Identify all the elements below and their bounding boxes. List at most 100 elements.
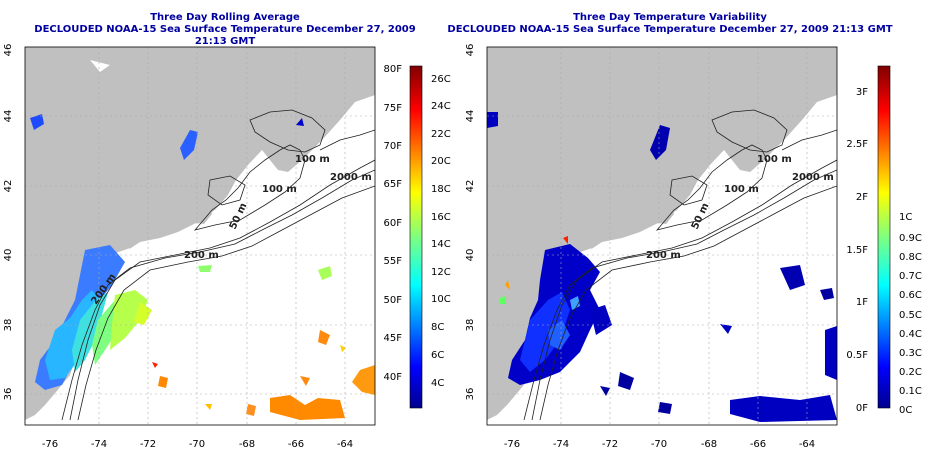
cb-c-label: 10C <box>431 294 451 305</box>
cb-f-label: 3F <box>856 87 868 98</box>
lat-tick: 38 <box>3 319 14 332</box>
contour-label-100m-b: 100 m <box>262 184 297 195</box>
cb-c-label: 26C <box>431 74 451 85</box>
cb-f-label: 60F <box>384 218 403 229</box>
left-sst-data <box>30 114 375 420</box>
left-map-panel: 100 m 100 m 2000 m 50 m 200 m 200 m -76 … <box>3 44 376 450</box>
left-bathymetry-contours <box>61 109 375 421</box>
lat-tick: 42 <box>465 180 476 193</box>
lon-tick: -66 <box>288 439 304 450</box>
lon-tick: -72 <box>602 439 618 450</box>
contour-label-100m-a: 100 m <box>757 154 792 165</box>
left-land-mainland <box>25 47 375 420</box>
cb-c-label: 6C <box>431 350 444 361</box>
cb-f-label: 2F <box>856 192 868 203</box>
cb-c-label: 12C <box>431 267 451 278</box>
cb-f-label: 40F <box>384 372 403 383</box>
left-lat-axis: 36 38 40 42 44 46 <box>3 44 14 401</box>
cb-c-label: 0.3C <box>899 348 922 359</box>
lat-tick: 46 <box>3 44 14 57</box>
right-title-line1: Three Day Temperature Variability <box>573 12 767 23</box>
lon-tick: -68 <box>701 439 717 450</box>
cb-c-label: 0.8C <box>899 252 922 263</box>
lon-tick: -66 <box>750 439 766 450</box>
contour-label-100m-b: 100 m <box>724 184 759 195</box>
right-colorbar-f-labels: 3F 2.5F 2F 1.5F 1F 0.5F 0F <box>846 87 868 414</box>
right-map-title: Three Day Temperature Variability DECLOU… <box>445 12 895 36</box>
cb-c-label: 14C <box>431 239 451 250</box>
right-title-line2: DECLOUDED NOAA-15 Sea Surface Temperatur… <box>447 24 893 35</box>
lon-tick: -76 <box>504 439 520 450</box>
left-lon-axis: -76 -74 -72 -70 -68 -66 -64 <box>42 439 353 450</box>
contour-label-200m: 200 m <box>646 250 681 261</box>
cb-c-label: 0.6C <box>899 290 922 301</box>
lon-tick: -70 <box>651 439 667 450</box>
lat-tick: 44 <box>3 110 14 123</box>
cb-f-label: 75F <box>384 103 403 114</box>
lat-tick: 40 <box>3 249 14 262</box>
cb-c-label: 0.5C <box>899 310 922 321</box>
lon-tick: -68 <box>239 439 255 450</box>
lon-tick: -72 <box>140 439 156 450</box>
lat-tick: 46 <box>465 44 476 57</box>
cb-f-label: 1F <box>856 297 868 308</box>
lon-tick: -64 <box>799 439 815 450</box>
cb-c-label: 4C <box>431 378 444 389</box>
cb-c-label: 1C <box>899 212 912 223</box>
cb-f-label: 65F <box>384 179 403 190</box>
left-map-title: Three Day Rolling Average DECLOUDED NOAA… <box>20 12 430 48</box>
right-colorbar-c-labels: 1C 0.9C 0.8C 0.7C 0.6C 0.5C 0.4C 0.3C 0.… <box>899 212 922 416</box>
contour-label-100m-a: 100 m <box>295 154 330 165</box>
cb-c-label: 8C <box>431 322 444 333</box>
right-colorbar: 3F 2.5F 2F 1.5F 1F 0.5F 0F 1C 0.9C 0.8C … <box>846 65 922 416</box>
lat-tick: 44 <box>465 110 476 123</box>
cb-c-label: 0.1C <box>899 386 922 397</box>
cb-f-label: 80F <box>384 64 403 75</box>
cb-c-label: 0.7C <box>899 271 922 282</box>
right-map-panel: 100 m 100 m 2000 m 50 m 200 m -76 -74 -7… <box>465 44 838 450</box>
left-land-capecod <box>190 205 212 224</box>
contour-label-200m: 200 m <box>184 250 219 261</box>
right-lat-axis: 36 38 40 42 44 46 <box>465 44 476 401</box>
lat-tick: 36 <box>3 388 14 401</box>
contour-label-2000m: 2000 m <box>330 172 372 183</box>
cb-c-label: 0.2C <box>899 367 922 378</box>
cb-f-label: 2.5F <box>846 139 868 150</box>
left-gridlines <box>25 47 375 425</box>
left-title-line1: Three Day Rolling Average <box>150 12 300 23</box>
left-title-line2: DECLOUDED NOAA-15 Sea Surface Temperatur… <box>34 24 416 47</box>
left-colorbar: 80F 75F 70F 65F 60F 55F 50F 45F 40F 26C … <box>384 64 451 409</box>
right-lon-axis: -76 -74 -72 -70 -68 -66 -64 <box>504 439 815 450</box>
left-colorbar-c-labels: 26C 24C 22C 20C 18C 16C 14C 12C 10C 8C 6… <box>431 74 451 389</box>
lon-tick: -76 <box>42 439 58 450</box>
cb-c-label: 16C <box>431 212 451 223</box>
right-gridlines <box>487 47 837 425</box>
cb-c-label: 0.4C <box>899 329 922 340</box>
lon-tick: -70 <box>189 439 205 450</box>
cb-f-label: 70F <box>384 141 403 152</box>
cb-c-label: 24C <box>431 101 451 112</box>
lat-tick: 40 <box>465 249 476 262</box>
cb-c-label: 18C <box>431 184 451 195</box>
cb-f-label: 45F <box>384 333 403 344</box>
right-land-novascotia <box>724 68 837 172</box>
cb-c-label: 20C <box>431 156 451 167</box>
cb-f-label: 0F <box>856 403 868 414</box>
lon-tick: -64 <box>337 439 353 450</box>
cb-f-label: 1.5F <box>846 245 868 256</box>
cb-c-label: 0C <box>899 405 912 416</box>
cb-f-label: 50F <box>384 295 403 306</box>
left-land-novascotia <box>262 68 375 172</box>
cb-f-label: 55F <box>384 256 403 267</box>
lat-tick: 42 <box>3 180 14 193</box>
cb-c-label: 22C <box>431 129 451 140</box>
contour-label-2000m: 2000 m <box>792 172 834 183</box>
right-bathymetry-contours <box>523 109 837 421</box>
right-land-mainland <box>487 47 837 420</box>
cb-f-label: 0.5F <box>846 350 868 361</box>
lon-tick: -74 <box>553 439 569 450</box>
left-colorbar-f-labels: 80F 75F 70F 65F 60F 55F 50F 45F 40F <box>384 64 403 383</box>
lon-tick: -74 <box>91 439 107 450</box>
lat-tick: 36 <box>465 388 476 401</box>
